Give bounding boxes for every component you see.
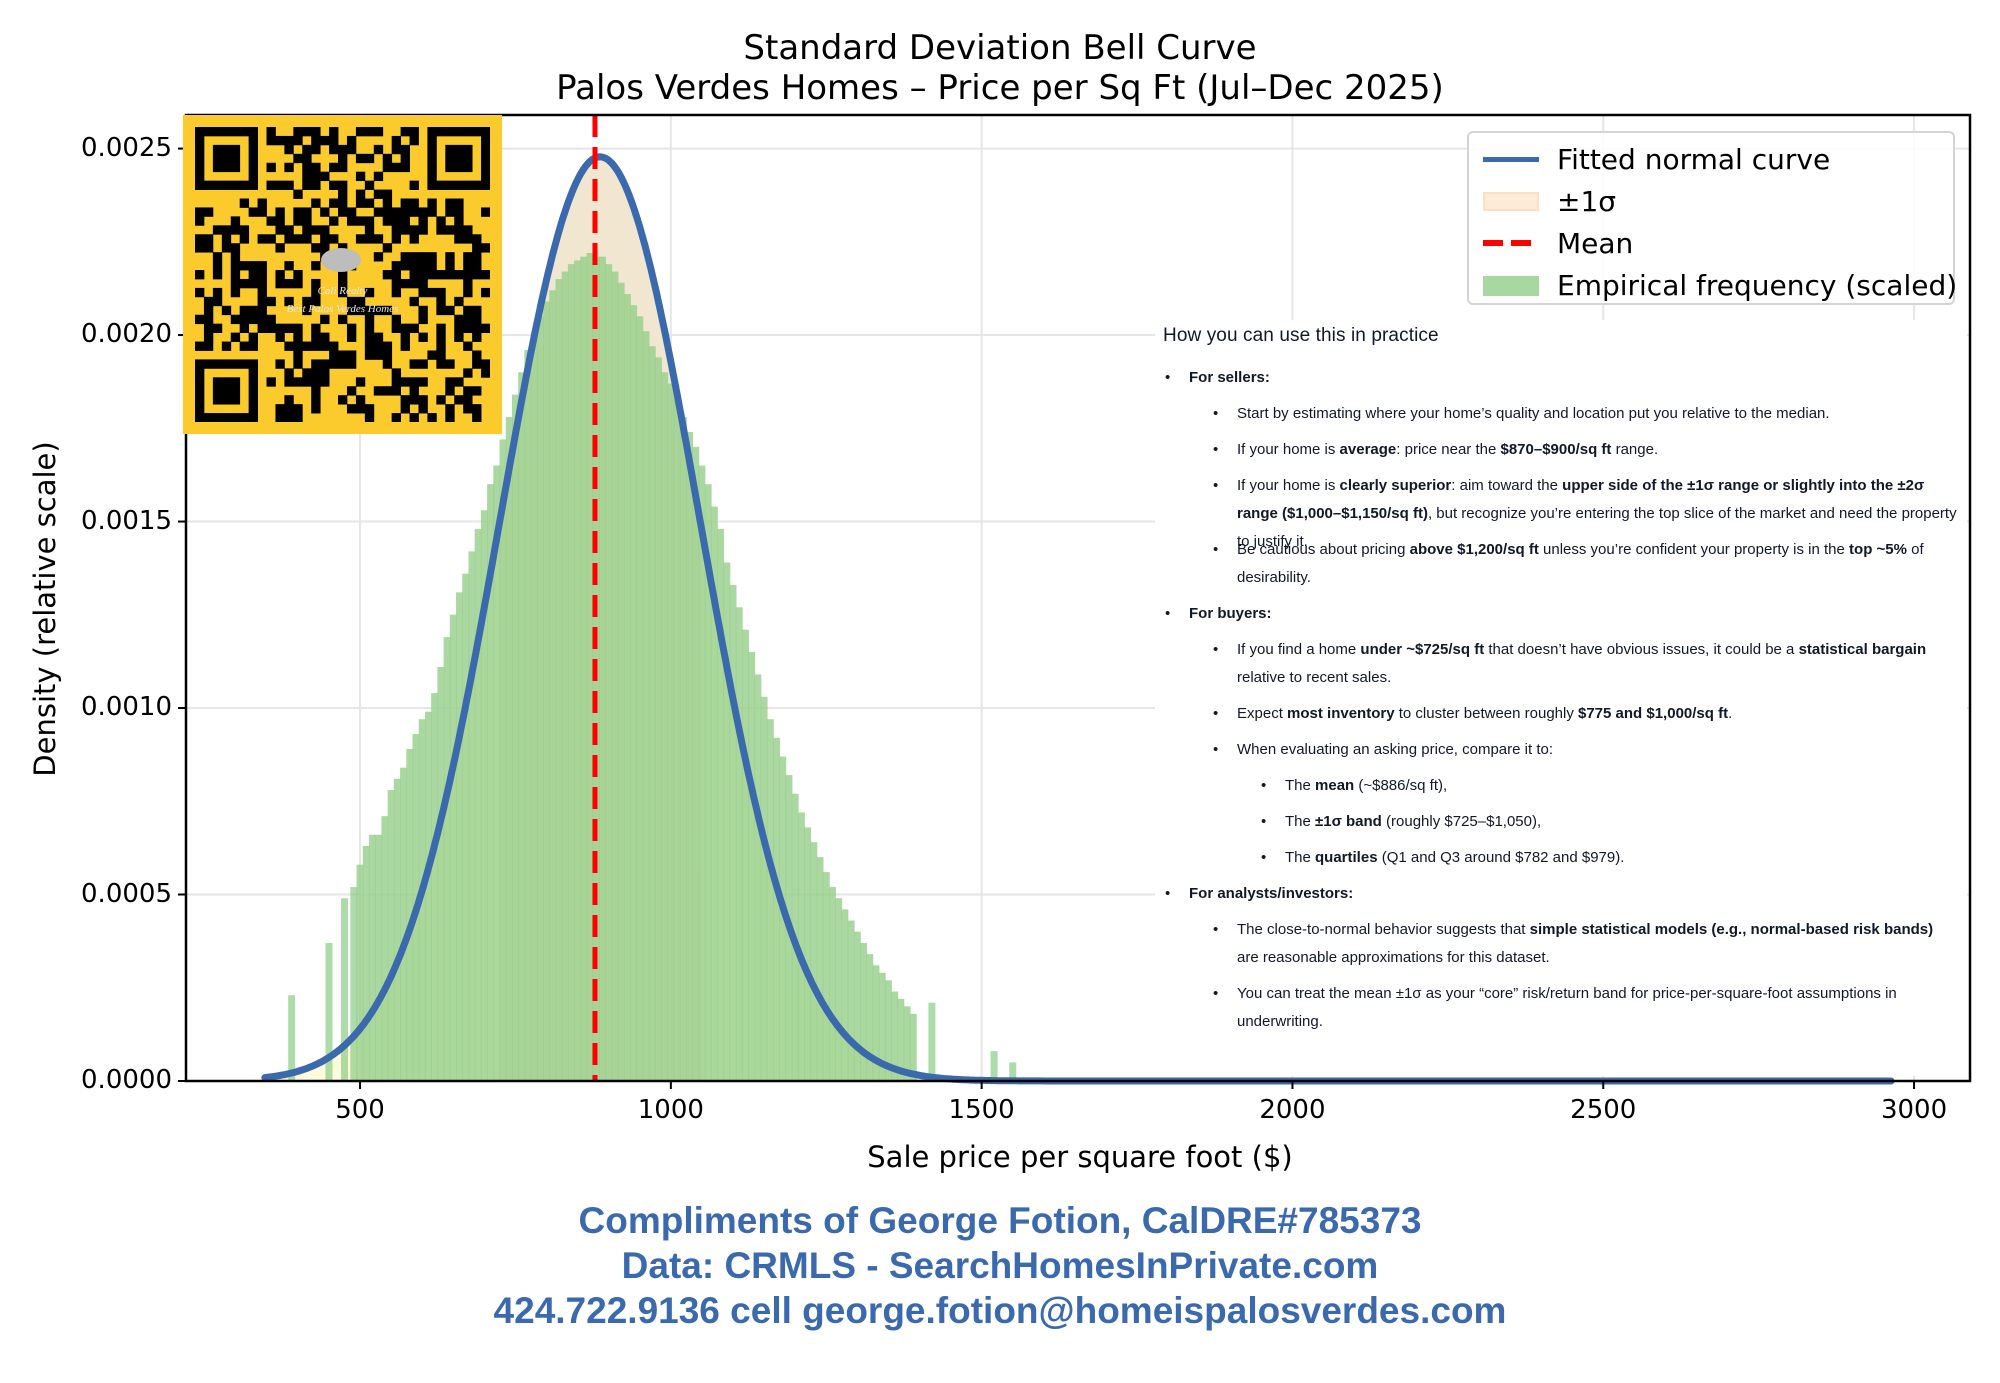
- footer-credit: Compliments of George Fotion, CalDRE#785…: [578, 1200, 1422, 1241]
- plot-frame: [184, 113, 1972, 1083]
- footer-data-source: Data: CRMLS - SearchHomesInPrivate.com: [621, 1245, 1379, 1286]
- notes-heading: How you can use this in practice: [1163, 325, 1439, 346]
- note-item: If your home is average: price near the …: [1213, 436, 1957, 464]
- x-tick-label: 2000: [1259, 1095, 1326, 1125]
- section-label: For buyers:: [1165, 600, 1949, 628]
- note-item: If your home is clearly superior: aim to…: [1213, 472, 1957, 556]
- note-item: You can treat the mean ±1σ as your “core…: [1213, 980, 1957, 1036]
- note-subitem: The mean (~$886/sq ft),: [1261, 772, 1955, 800]
- note-item: Be cautious about pricing above $1,200/s…: [1213, 536, 1957, 592]
- x-tick-label: 1000: [637, 1095, 704, 1125]
- histogram-bar: [350, 887, 358, 1081]
- x-tick-label: 500: [335, 1095, 385, 1125]
- y-axis-label: Density (relative scale): [28, 441, 62, 777]
- section-label: For analysts/investors:: [1165, 880, 1949, 908]
- qr-caption-tagline: Best Palos Verdes Homes: [286, 303, 399, 315]
- histogram-bar: [341, 898, 349, 1081]
- note-item: Expect most inventory to cluster between…: [1213, 700, 1957, 728]
- line-swatch-icon: [1483, 157, 1539, 162]
- qr-code-icon: [195, 127, 490, 422]
- histogram-bar: [288, 995, 296, 1081]
- y-tick-label: 0.0005: [81, 878, 172, 909]
- note-item: When evaluating an asking price, compare…: [1213, 736, 1957, 764]
- histogram-bar: [990, 1051, 998, 1081]
- x-tick-label: 1500: [948, 1095, 1015, 1125]
- note-subitem: The quartiles (Q1 and Q3 around $782 and…: [1261, 844, 1955, 872]
- chart-title: Standard Deviation Bell Curve: [743, 28, 1257, 68]
- note-item: If you find a home under ~$725/sq ft tha…: [1213, 636, 1957, 692]
- dashed-line-swatch-icon: [1483, 240, 1539, 246]
- note-subitem: The ±1σ band (roughly $725–$1,050),: [1261, 808, 1955, 836]
- histogram-bar: [928, 1002, 936, 1081]
- footer-contact: 424.722.9136 cell george.fotion@homeispa…: [493, 1290, 1507, 1331]
- y-tick-label: 0.0015: [81, 505, 172, 536]
- chart-subtitle: Palos Verdes Homes – Price per Sq Ft (Ju…: [556, 68, 1444, 108]
- note-item: Start by estimating where your home’s qu…: [1213, 400, 1957, 428]
- patch-swatch-icon: [1483, 192, 1539, 211]
- x-axis-label: Sale price per square foot ($): [867, 1140, 1293, 1174]
- section-label: For sellers:: [1165, 364, 1949, 392]
- x-tick-label: 2500: [1570, 1095, 1637, 1125]
- y-tick-label: 0.0010: [81, 692, 172, 723]
- tree-logo-icon: [321, 248, 361, 272]
- practice-notes-panel: How you can use this in practice For sel…: [1155, 320, 1967, 1076]
- axis-ticks: [178, 147, 1916, 1089]
- chart-legend: Fitted normal curve ±1σ Mean Empirical f…: [1467, 131, 1957, 305]
- axes-spines: [184, 113, 1972, 1083]
- histogram-bar: [325, 943, 333, 1081]
- note-item: The close-to-normal behavior suggests th…: [1213, 916, 1957, 972]
- patch-swatch-icon: [1483, 276, 1539, 296]
- qr-caption-brand: Cali Realty: [317, 285, 368, 297]
- y-tick-label: 0.0020: [81, 319, 172, 350]
- y-tick-label: 0.0025: [81, 132, 172, 163]
- y-tick-label: 0.0000: [81, 1065, 172, 1095]
- qr-code-badge[interactable]: Cali Realty Best Palos Verdes Homes: [183, 115, 502, 434]
- x-tick-label: 3000: [1880, 1095, 1948, 1125]
- histogram-bar: [1009, 1062, 1017, 1081]
